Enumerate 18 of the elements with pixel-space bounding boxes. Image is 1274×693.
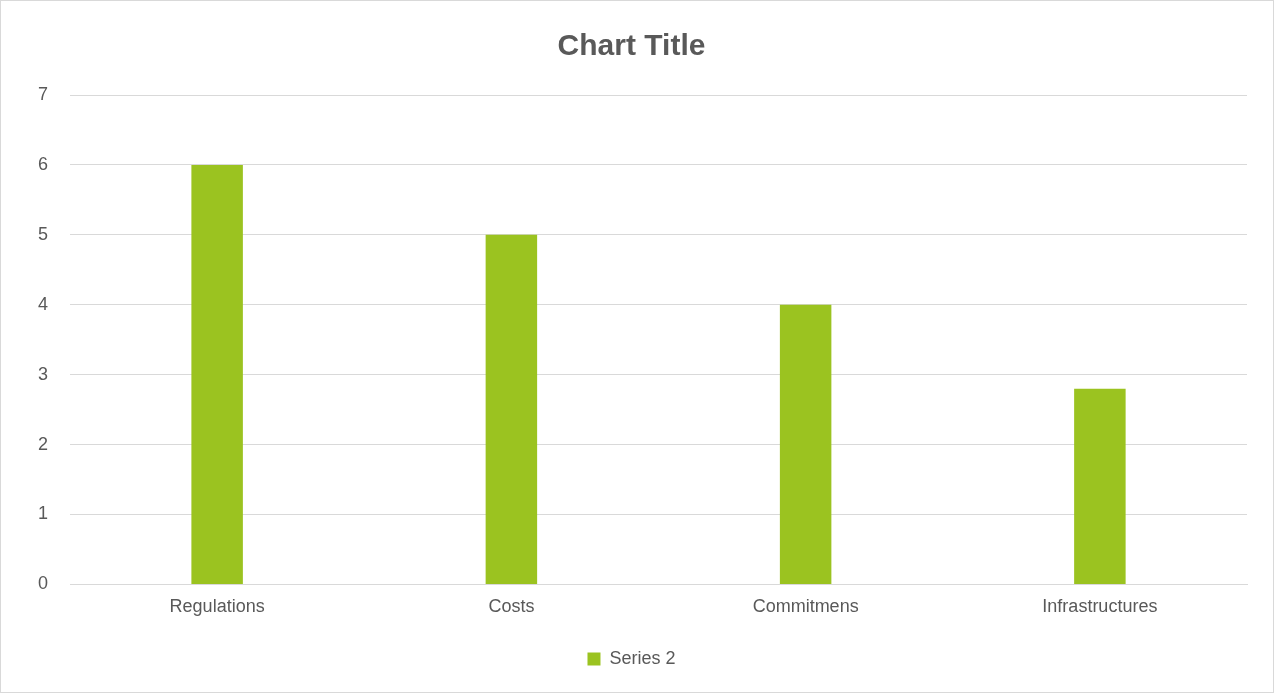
y-tick-label: 7	[38, 83, 49, 104]
bar	[485, 234, 538, 584]
y-tick-label: 4	[38, 293, 49, 314]
y-tick-label: 6	[38, 153, 49, 174]
x-tick-label: Regulations	[169, 596, 265, 617]
y-tick-label: 0	[38, 573, 49, 594]
bar	[779, 304, 832, 584]
y-tick-label: 1	[38, 503, 49, 524]
x-tick-label: Commitmens	[752, 596, 859, 617]
y-tick-label: 5	[38, 223, 49, 244]
y-tick-label: 2	[38, 433, 49, 454]
x-tick-label: Costs	[488, 596, 535, 617]
chart-title: Chart Title	[557, 28, 706, 62]
x-tick-label: Infrastructures	[1042, 596, 1158, 617]
y-tick-label: 3	[38, 363, 49, 384]
legend-label: Series 2	[609, 647, 676, 668]
bar	[1074, 388, 1126, 584]
bar	[191, 164, 243, 584]
